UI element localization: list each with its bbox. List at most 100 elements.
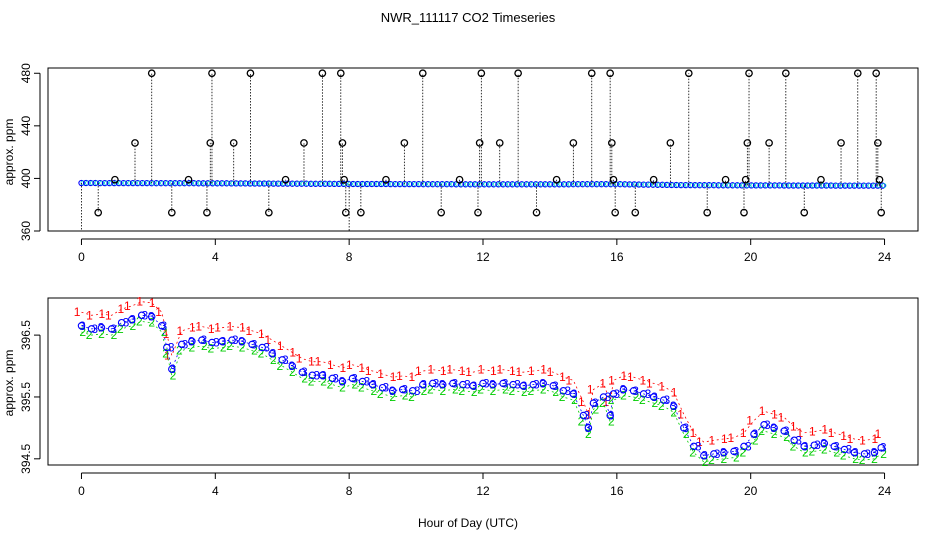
- baseline-point-cyan: [783, 183, 789, 188]
- baseline-point-cyan: [741, 182, 746, 188]
- series-2-label: 2: [339, 381, 346, 395]
- baseline-point-cyan: [249, 181, 255, 186]
- baseline-point-cyan: [394, 181, 400, 187]
- series-2-label: 2: [289, 365, 296, 379]
- baseline-point-cyan: [441, 181, 447, 187]
- spike-point: [208, 69, 216, 78]
- series-2-label: 2: [477, 383, 484, 397]
- series-3-point: [760, 421, 768, 429]
- baseline-point-cyan: [834, 183, 840, 189]
- series-2-label: 2: [220, 341, 227, 355]
- series-1-label: 1: [528, 364, 535, 378]
- baseline-point-cyan: [281, 181, 287, 187]
- series-3-label: 3: [583, 409, 590, 423]
- baseline-point-cyan: [605, 181, 610, 187]
- series-3-point: [188, 337, 196, 346]
- baseline-point-cyan: [324, 181, 330, 187]
- baseline-point-cyan: [713, 182, 718, 188]
- baseline-point-cyan: [549, 181, 554, 187]
- baseline-point-cyan: [516, 181, 521, 187]
- bottom-panel-frame: [47, 297, 919, 466]
- series-3-label: 3: [645, 387, 652, 401]
- baseline-point-cyan: [221, 180, 226, 186]
- series-2-label: 2: [258, 347, 265, 361]
- baseline-point-cyan: [389, 181, 395, 187]
- baseline-point-cyan: [192, 180, 198, 186]
- series-3-point: [850, 448, 859, 457]
- series-1-label: 1: [727, 431, 734, 445]
- series-3-label: 3: [470, 379, 477, 393]
- series-1-label: 1: [646, 376, 653, 390]
- spike-point: [281, 175, 290, 184]
- series-2-label: 2: [608, 415, 615, 429]
- series-3-label: 3: [483, 376, 490, 390]
- baseline-point-cyan: [104, 180, 109, 186]
- baseline-point-cyan: [755, 182, 760, 188]
- baseline-point-cyan: [427, 181, 433, 187]
- series-1-label: 1: [365, 364, 372, 378]
- baseline-point-cyan: [380, 181, 386, 187]
- y-tick-label: 395.5: [19, 382, 33, 412]
- series-1-label: 1: [277, 339, 284, 353]
- baseline-point: [232, 180, 240, 187]
- series-3-label: 3: [414, 384, 421, 398]
- spike-point: [853, 69, 862, 78]
- series-1-label: 1: [308, 355, 315, 369]
- baseline-point-cyan: [277, 181, 283, 187]
- series-3-point: [619, 385, 628, 394]
- series-3-label: 3: [339, 375, 346, 389]
- series-3-point: [378, 383, 387, 392]
- series-3-point: [820, 439, 829, 448]
- bottom-y-axis-label: approx. ppm: [2, 350, 16, 417]
- baseline-point: [476, 181, 483, 188]
- series-1-label: 1: [195, 320, 202, 334]
- series-3-point: [338, 377, 347, 386]
- baseline-point-cyan: [155, 180, 161, 186]
- series-1: 1 1 1 1 1 1 1 11111 1 1 1 1 1 1 1 1 1 1 1 1 1 1 1 1 1 1 1 1 1 1 1 1 1 1 1 1…: [74, 295, 882, 449]
- top-y-axis-label: approx. ppm: [2, 119, 16, 186]
- series-3-label: 3: [852, 446, 859, 460]
- series-3-label: 3: [142, 308, 149, 322]
- series-3-label: 3: [632, 384, 639, 398]
- baseline-point: [382, 180, 390, 188]
- series-3-label: 3: [232, 333, 239, 347]
- series-3-label: 3: [502, 376, 509, 390]
- baseline-point-cyan: [235, 180, 241, 186]
- baseline-point-cyan: [539, 181, 545, 187]
- series-1-label: 1: [99, 307, 106, 321]
- baseline-point: [687, 181, 694, 189]
- series-3-label: 3: [701, 449, 708, 463]
- series-3-label: 3: [880, 441, 887, 455]
- series-2-label: 2: [670, 405, 677, 419]
- series-3-label: 3: [91, 322, 98, 336]
- series-1-label: 1: [396, 369, 403, 383]
- series-3-label: 3: [533, 378, 540, 392]
- series-2-label: 2: [592, 402, 599, 416]
- series-1-label: 1: [86, 308, 93, 322]
- baseline-point-cyan: [132, 180, 137, 186]
- spike-point: [477, 69, 486, 78]
- baseline-point-cyan: [413, 181, 419, 187]
- series-1-label: 1: [759, 404, 766, 418]
- spike-point: [743, 139, 752, 147]
- baseline-point-cyan: [572, 181, 578, 187]
- series-2-label: 2: [270, 353, 277, 367]
- spike-point: [336, 69, 345, 78]
- series-1-label: 1: [847, 432, 854, 446]
- series-3-label: 3: [148, 310, 155, 324]
- series-3-line: [81, 314, 882, 457]
- series-3-label: 3: [585, 421, 592, 435]
- series-1-label: 1: [599, 376, 606, 390]
- series-1-label: 1: [155, 305, 162, 319]
- series-3-point: [599, 393, 608, 401]
- series-3-label: 3: [539, 376, 546, 390]
- series-3-label: 3: [401, 383, 408, 397]
- baseline-point-cyan: [680, 182, 685, 188]
- series-1-label: 1: [446, 363, 453, 377]
- baseline-point-cyan: [558, 181, 564, 187]
- series-3-point: [830, 442, 839, 451]
- spike-point: [740, 208, 748, 217]
- baseline-point-cyan: [319, 181, 325, 187]
